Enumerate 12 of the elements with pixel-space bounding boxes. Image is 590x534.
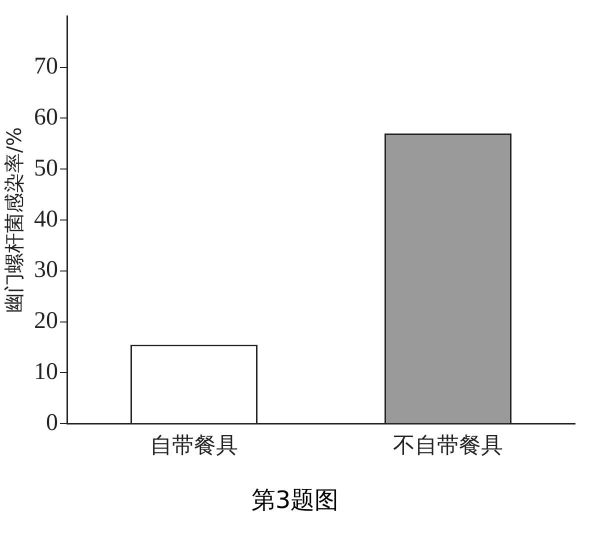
y-tick-label: 10 xyxy=(34,358,58,385)
y-tick-label: 60 xyxy=(34,104,58,130)
text: 第3题图 xyxy=(250,485,340,516)
y-axis-title: 幽门螺杆菌感染率/% xyxy=(2,127,26,313)
y-tick-label: 50 xyxy=(34,155,58,182)
y-tick-label: 30 xyxy=(34,257,58,284)
x-tick-label: 自带餐具 xyxy=(150,434,238,459)
y-tick-label: 0 xyxy=(46,410,58,436)
x-tick-label: 不自带餐具 xyxy=(393,434,503,459)
y-tick-label: 70 xyxy=(34,54,58,80)
y-tick-label: 20 xyxy=(34,308,58,334)
y-tick-label: 40 xyxy=(34,206,58,232)
